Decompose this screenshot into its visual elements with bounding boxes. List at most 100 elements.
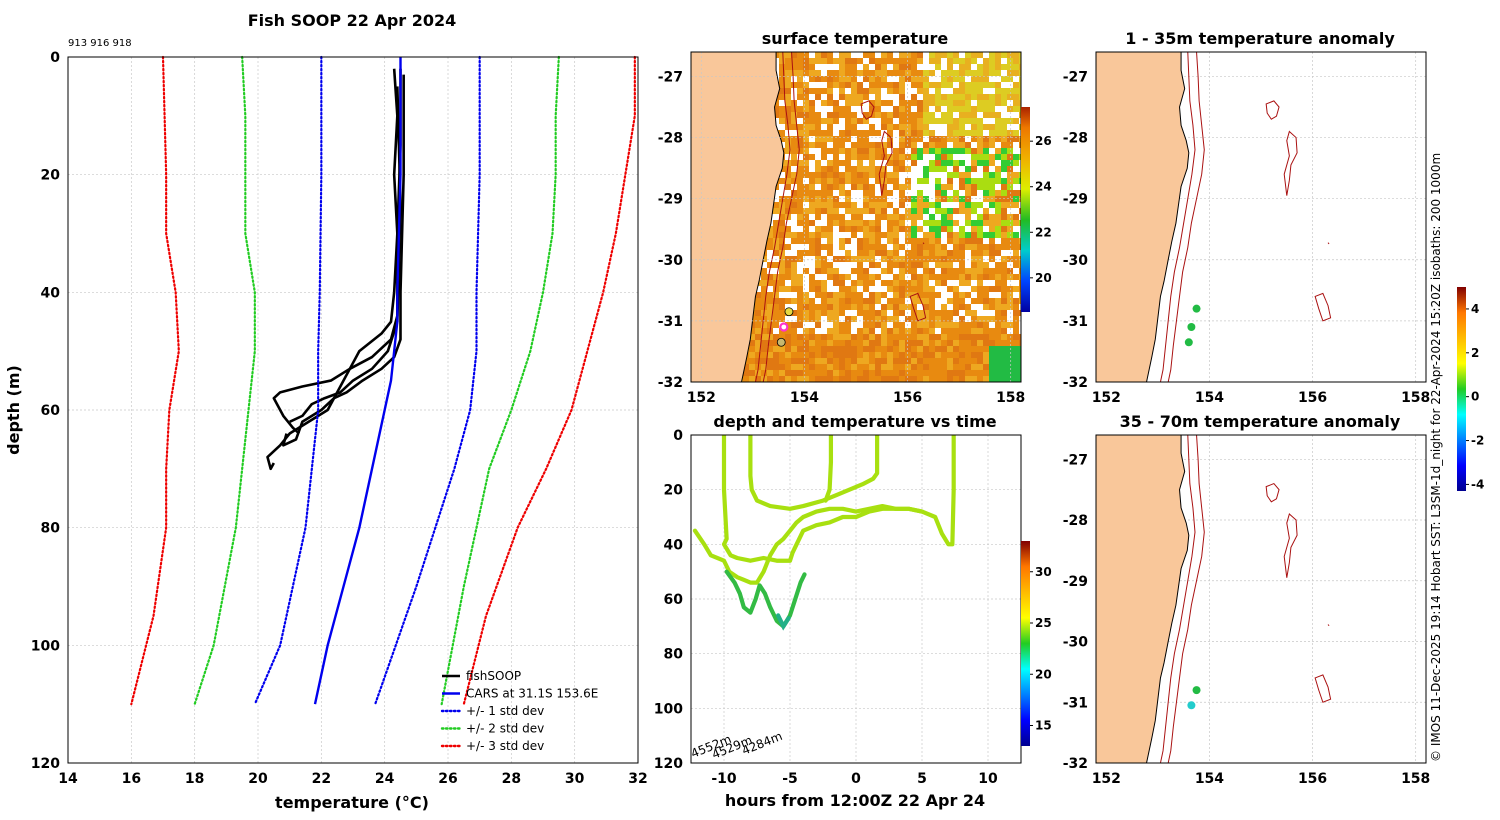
sst-cell [791, 298, 797, 304]
sst-cell [875, 88, 881, 94]
sst-cell [821, 280, 827, 286]
sst-cell [1013, 94, 1019, 100]
sst-cell [875, 202, 881, 208]
sst-cell [863, 130, 869, 136]
sst-cell [773, 232, 779, 238]
sst-cell [863, 142, 869, 148]
sst-cell [809, 88, 815, 94]
sst-cell [923, 340, 929, 346]
sst-cell [899, 322, 905, 328]
sst-cell [857, 292, 863, 298]
sst-cell [815, 160, 821, 166]
depth-track-deep [776, 613, 791, 631]
sst-cell [971, 238, 977, 244]
sst-cell [899, 184, 905, 190]
seamount-contour [860, 100, 875, 120]
sst-cell [959, 322, 965, 328]
sst-cell [827, 178, 833, 184]
time-title: depth and temperature vs time [713, 412, 996, 431]
sst-cell [767, 274, 773, 280]
sst-cell [791, 82, 797, 88]
sst-cell [809, 376, 815, 382]
sst-cell [1001, 124, 1007, 130]
sst-cell [839, 292, 845, 298]
sst-cell [773, 334, 779, 340]
sst-cell [839, 322, 845, 328]
sst-cell [869, 292, 875, 298]
sst-cell [833, 220, 839, 226]
sst-cell [983, 172, 989, 178]
sst-cell [947, 184, 953, 190]
sst-cell [965, 322, 971, 328]
sst-cell [875, 334, 881, 340]
sst-cell [971, 178, 977, 184]
sst-cell [1013, 352, 1019, 358]
sst-cell [905, 178, 911, 184]
side-note: © IMOS 11-Dec-2025 19:14 Hobart SST: L3S… [1429, 153, 1443, 762]
sst-cell [815, 358, 821, 364]
sst-cell [815, 244, 821, 250]
sst-cell [845, 316, 851, 322]
sst-cell [791, 172, 797, 178]
sst-cell [923, 118, 929, 124]
sst-cell [755, 370, 761, 376]
sst-cell [941, 364, 947, 370]
sst-cell [905, 250, 911, 256]
sst-cell [821, 364, 827, 370]
sst-cell [857, 70, 863, 76]
anom-colorbar: -4-2024 [1457, 287, 1484, 491]
sst-cell [875, 106, 881, 112]
seamount-contour [1314, 292, 1332, 322]
sst-cell [929, 370, 935, 376]
sst-cell [815, 316, 821, 322]
sst-cell [1019, 274, 1021, 280]
sst-cell [821, 292, 827, 298]
sst-cell [905, 64, 911, 70]
sst-cell [905, 280, 911, 286]
sst-cell [785, 184, 791, 190]
sst-cell [971, 184, 977, 190]
sst-cell [977, 316, 983, 322]
sst-cell [905, 112, 911, 118]
sst-cell [875, 196, 881, 202]
sst-cell [923, 202, 929, 208]
std-dev-line [374, 55, 481, 706]
sst-cell [977, 238, 983, 244]
sst-cell [1013, 172, 1019, 178]
sst-cell [1001, 142, 1007, 148]
sst-cell [809, 280, 815, 286]
sst-cell [815, 124, 821, 130]
sst-cell [947, 124, 953, 130]
sst-cell [881, 340, 887, 346]
sst-cell [911, 334, 917, 340]
sst-cell [833, 136, 839, 142]
sst-cell [929, 274, 935, 280]
sst-cell [785, 178, 791, 184]
sst-cell [959, 100, 965, 106]
profile-x-tick: 24 [375, 771, 395, 787]
sst-cell [875, 274, 881, 280]
sst-cell [779, 112, 785, 118]
sst-cell [935, 184, 941, 190]
sst-cell [971, 310, 977, 316]
profile-title: Fish SOOP 22 Apr 2024 [248, 11, 457, 30]
sst-cell [887, 304, 893, 310]
sst-cell [857, 268, 863, 274]
sst-cell [953, 58, 959, 64]
sst-cell [1001, 358, 1007, 364]
map-y-tick: -28 [658, 131, 683, 147]
sst-cell [791, 262, 797, 268]
sst-cell [767, 316, 773, 322]
sst-cell [947, 328, 953, 334]
sst-cell [917, 112, 923, 118]
sst-cell [899, 52, 905, 58]
sst-cell [833, 364, 839, 370]
sst-cell [1001, 190, 1007, 196]
sst-cell [869, 226, 875, 232]
sst-cell [761, 358, 767, 364]
sst-cell [887, 286, 893, 292]
sst-cell [821, 136, 827, 142]
sst-cell [917, 76, 923, 82]
